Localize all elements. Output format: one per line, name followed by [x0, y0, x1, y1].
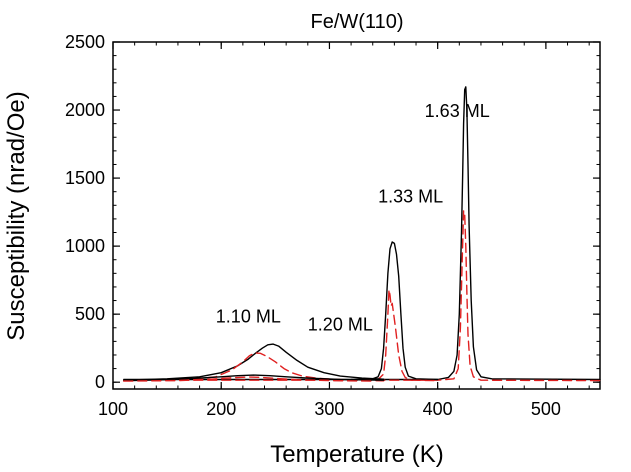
series-line-4	[123, 343, 385, 381]
series-line-0	[123, 86, 601, 381]
y-tick-label: 0	[95, 372, 105, 392]
x-tick-label: 500	[531, 399, 561, 419]
y-axis-label: Susceptibility (nrad/Oe)	[3, 91, 30, 340]
y-tick-label: 500	[75, 304, 105, 324]
x-tick-label: 100	[98, 399, 128, 419]
annotation-label: 1.10 ML	[216, 306, 281, 326]
annotations: 1.63 ML 1.33 ML 1.10 ML 1.20 ML	[216, 101, 490, 335]
series-line-5	[123, 352, 385, 382]
y-tick-label: 2000	[65, 100, 105, 120]
x-tick-label: 200	[206, 399, 236, 419]
x-axis-label: Temperature (K)	[270, 441, 443, 468]
series-line-6	[123, 374, 385, 382]
y-tick-label: 1500	[65, 168, 105, 188]
series-line-2	[350, 241, 439, 381]
series-line-3	[361, 289, 439, 382]
series-line-7	[123, 376, 374, 382]
y-tick-label: 1000	[65, 236, 105, 256]
axis-ticks: 100 200 300 400 500 0 500 1000 1500 2000 2500	[65, 32, 600, 419]
series-group	[123, 86, 601, 382]
y-tick-label: 2500	[65, 32, 105, 52]
chart-title: Fe/W(110)	[311, 11, 404, 33]
annotation-label: 1.33 ML	[378, 187, 443, 207]
x-tick-label: 400	[423, 399, 453, 419]
series-line-1	[123, 210, 601, 382]
annotation-label: 1.20 ML	[308, 314, 373, 334]
annotation-label: 1.63 ML	[425, 101, 490, 121]
x-tick-label: 300	[314, 399, 344, 419]
plot-frame	[112, 41, 601, 390]
